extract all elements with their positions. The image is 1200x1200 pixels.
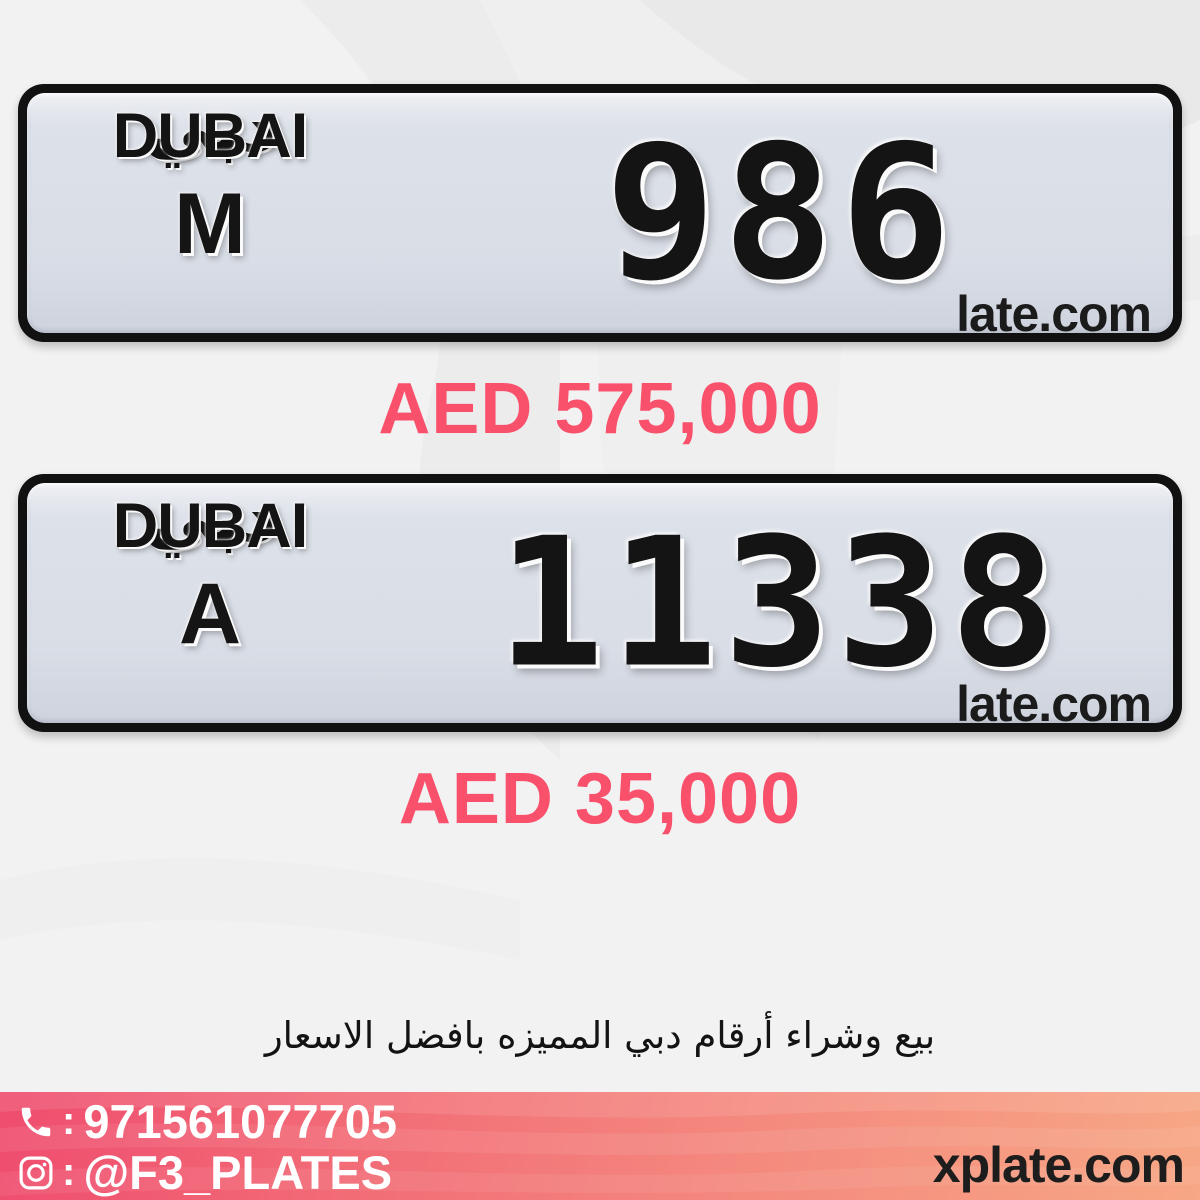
emirate-emblem-1: دبي DUBAI M: [85, 93, 335, 272]
instagram-icon: [14, 1152, 58, 1194]
phone-number: 971561077705: [83, 1095, 397, 1148]
emirate-name-latin: DUBAI: [112, 491, 309, 561]
price-2: AED 35,000: [398, 759, 802, 839]
emirate-name-arabic: دبي: [143, 93, 277, 168]
price-1: AED 575,000: [378, 369, 822, 449]
contact-phone-row[interactable]: : 971561077705: [14, 1095, 397, 1148]
plate-card-2[interactable]: دبي DUBAI A 11338 late.com SOLD: [18, 474, 1182, 732]
instagram-separator: :: [62, 1150, 76, 1194]
plate-face-2: دبي DUBAI A 11338 late.com SOLD: [27, 483, 1173, 723]
plate-code-letter-2: A: [178, 566, 242, 662]
footer-contacts: : 971561077705 : @F3_PLATES: [14, 1095, 397, 1199]
footer-wave-texture: [0, 1092, 1200, 1200]
plate-watermark-1: late.com: [956, 286, 1152, 333]
plate-face-1: دبي DUBAI M 986 late.com SOLD: [27, 93, 1173, 333]
plate-card-1[interactable]: دبي DUBAI M 986 late.com SOLD: [18, 84, 1182, 342]
emirate-emblem-top-2: دبي DUBAI: [85, 483, 335, 577]
emirate-emblem-top-1: دبي DUBAI: [85, 93, 335, 187]
instagram-handle: @F3_PLATES: [83, 1146, 393, 1199]
phone-separator: :: [62, 1099, 76, 1143]
contact-footer: : 971561077705 : @F3_PLATES xplate.com: [0, 1092, 1200, 1200]
emirate-name-arabic: دبي: [143, 483, 277, 558]
phone-icon: [14, 1101, 58, 1143]
plate-number-2: 11338: [497, 499, 1063, 707]
plate-number-1: 986: [605, 105, 958, 321]
arabic-tagline: بيع وشراء أرقام دبي المميزه بافضل الاسعا…: [264, 1014, 936, 1057]
plate-watermark-2: late.com: [956, 676, 1152, 723]
emirate-name-latin: DUBAI: [112, 101, 309, 171]
contact-instagram-row[interactable]: : @F3_PLATES: [14, 1146, 397, 1199]
emirate-emblem-2: دبي DUBAI A: [85, 483, 335, 662]
plate-code-letter-1: M: [174, 176, 246, 272]
website-label[interactable]: xplate.com: [932, 1137, 1185, 1193]
